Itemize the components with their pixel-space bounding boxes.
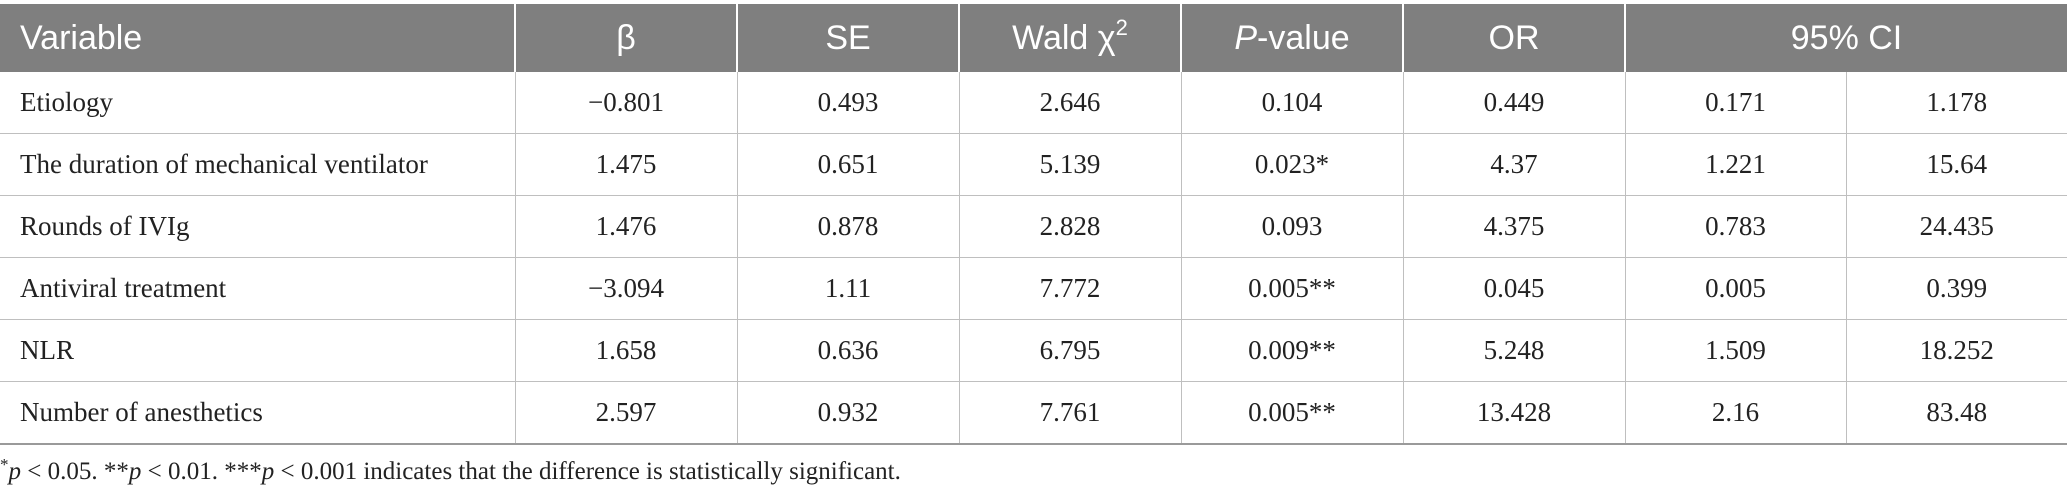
cell-variable: Number of anesthetics [0, 381, 515, 445]
table-header: Variable β SE Wald χ2 P-value OR 95% CI [0, 4, 2067, 72]
header-p-value: P-value [1180, 4, 1403, 72]
cell-wald: 2.646 [958, 72, 1181, 134]
cell-variable: Rounds of IVIg [0, 195, 515, 258]
cell-beta: −3.094 [514, 257, 737, 320]
cell-p: 0.023* [1180, 133, 1403, 196]
cell-beta: 1.476 [514, 195, 737, 258]
cell-p: 0.104 [1180, 72, 1403, 134]
header-row: Variable β SE Wald χ2 P-value OR 95% CI [0, 4, 2067, 72]
table-row: Number of anesthetics 2.597 0.932 7.761 0.00… [0, 381, 2067, 445]
cell-ci-high: 83.48 [1845, 381, 2067, 445]
cell-ci-high: 24.435 [1845, 195, 2067, 258]
cell-or: 13.428 [1402, 381, 1625, 445]
footnote-text1: < 0.05. ** [21, 458, 129, 485]
cell-beta: −0.801 [514, 72, 737, 134]
cell-ci-low: 0.171 [1624, 72, 1846, 134]
cell-wald: 5.139 [958, 133, 1181, 196]
cell-ci-high: 0.399 [1845, 257, 2067, 320]
header-p-rest: -value [1257, 18, 1350, 57]
cell-variable: The duration of mechanical ventilator [0, 133, 515, 196]
table-body: Etiology −0.801 0.493 2.646 0.104 0.449 0.171 1… [0, 72, 2067, 445]
header-ci: 95% CI [1624, 4, 2067, 72]
cell-wald: 2.828 [958, 195, 1181, 258]
table-row: Etiology −0.801 0.493 2.646 0.104 0.449 0.171 1… [0, 72, 2067, 134]
footnote-text3: < 0.001 indicates that the difference is… [274, 458, 901, 485]
cell-or: 4.37 [1402, 133, 1625, 196]
cell-or: 0.449 [1402, 72, 1625, 134]
cell-or: 5.248 [1402, 319, 1625, 382]
footnote-text2: < 0.01. *** [141, 458, 262, 485]
header-wald: Wald χ2 [958, 4, 1181, 72]
cell-variable: Antiviral treatment [0, 257, 515, 320]
footnote-asterisk: * [0, 455, 9, 474]
cell-beta: 2.597 [514, 381, 737, 445]
footnote-p1: p [8, 458, 22, 485]
table-row: NLR 1.658 0.636 6.795 0.009** 5.248 1.509 18.25… [0, 319, 2067, 382]
cell-ci-low: 2.16 [1624, 381, 1846, 445]
cell-wald: 7.761 [958, 381, 1181, 445]
cell-ci-low: 0.783 [1624, 195, 1846, 258]
regression-table-container: Variable β SE Wald χ2 P-value OR 95% CI … [0, 4, 2067, 445]
footnote-p3: p [261, 458, 275, 485]
cell-ci-low: 0.005 [1624, 257, 1846, 320]
regression-table: Variable β SE Wald χ2 P-value OR 95% CI … [0, 4, 2067, 445]
footnote-p2: p [128, 458, 142, 485]
cell-se: 0.932 [736, 381, 959, 445]
cell-ci-high: 1.178 [1845, 72, 2067, 134]
cell-variable: Etiology [0, 72, 515, 134]
cell-se: 1.11 [736, 257, 959, 320]
header-variable: Variable [0, 4, 515, 72]
cell-p: 0.093 [1180, 195, 1403, 258]
cell-ci-high: 15.64 [1845, 133, 2067, 196]
table-row: The duration of mechanical ventilator 1.4… [0, 133, 2067, 196]
cell-ci-high: 18.252 [1845, 319, 2067, 382]
cell-se: 0.493 [736, 72, 959, 134]
cell-ci-low: 1.509 [1624, 319, 1846, 382]
cell-se: 0.878 [736, 195, 959, 258]
cell-wald: 7.772 [958, 257, 1181, 320]
cell-p: 0.009** [1180, 319, 1403, 382]
cell-se: 0.636 [736, 319, 959, 382]
cell-variable: NLR [0, 319, 515, 382]
cell-se: 0.651 [736, 133, 959, 196]
cell-beta: 1.658 [514, 319, 737, 382]
header-p-italic: P [1234, 18, 1258, 57]
header-wald-text: Wald χ [1012, 18, 1116, 57]
cell-beta: 1.475 [514, 133, 737, 196]
header-beta: β [514, 4, 737, 72]
cell-or: 0.045 [1402, 257, 1625, 320]
table-row: Rounds of IVIg 1.476 0.878 2.828 0.093 4.375 0… [0, 195, 2067, 258]
table-row: Antiviral treatment −3.094 1.11 7.772 0.005*… [0, 257, 2067, 320]
cell-or: 4.375 [1402, 195, 1625, 258]
header-wald-superscript: 2 [1115, 14, 1128, 40]
header-or: OR [1402, 4, 1625, 72]
cell-p: 0.005** [1180, 381, 1403, 445]
cell-p: 0.005** [1180, 257, 1403, 320]
cell-wald: 6.795 [958, 319, 1181, 382]
header-se: SE [736, 4, 959, 72]
cell-ci-low: 1.221 [1624, 133, 1846, 196]
table-footnote: *p < 0.05. **p < 0.01. ***p < 0.001 indi… [0, 455, 901, 486]
